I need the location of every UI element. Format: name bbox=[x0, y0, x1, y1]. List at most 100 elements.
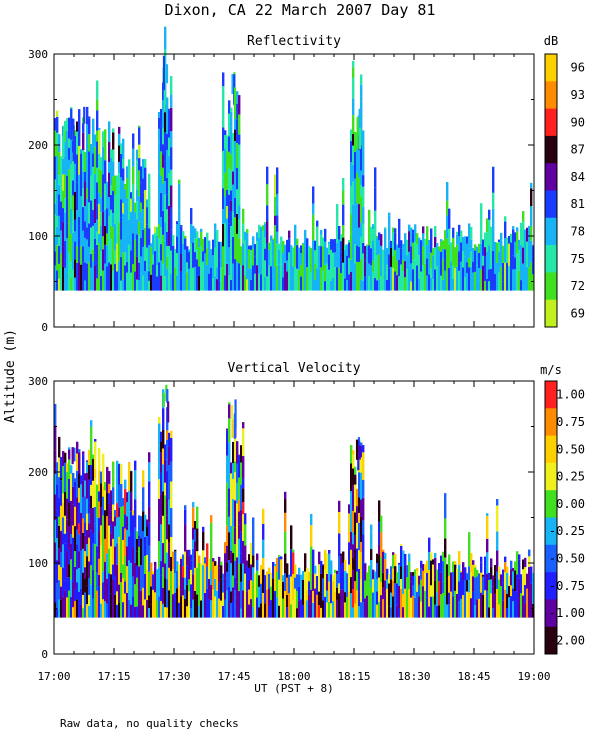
echo-cell-1-42 bbox=[138, 515, 141, 536]
echo-cell-0-29 bbox=[112, 190, 115, 214]
echo-cell-0-234 bbox=[522, 211, 525, 222]
echo-cell-1-101 bbox=[256, 570, 259, 598]
echo-cell-1-94 bbox=[242, 456, 245, 479]
echo-cell-1-150 bbox=[354, 484, 357, 513]
echo-cell-0-42 bbox=[138, 221, 141, 235]
echo-cell-1-95 bbox=[244, 573, 247, 593]
echo-cell-0-91 bbox=[236, 131, 239, 144]
colorbar-label-0-5: 81 bbox=[571, 197, 585, 211]
echo-cell-1-57 bbox=[168, 542, 171, 568]
echo-cell-0-108 bbox=[270, 240, 273, 267]
echo-cell-1-78 bbox=[210, 542, 213, 571]
echo-cell-1-10 bbox=[74, 506, 77, 527]
echo-cell-1-71 bbox=[196, 528, 199, 552]
echo-cell-1-209 bbox=[472, 591, 475, 618]
echo-cell-1-24 bbox=[102, 472, 105, 487]
echo-cell-0-89 bbox=[232, 225, 235, 237]
echo-cell-1-50 bbox=[154, 561, 157, 567]
echo-cell-1-189 bbox=[432, 587, 435, 597]
reflectivity-heatmap bbox=[54, 26, 535, 291]
echo-cell-0-219 bbox=[492, 166, 495, 168]
echo-cell-0-54 bbox=[162, 128, 165, 145]
echo-cell-0-76 bbox=[206, 248, 209, 266]
echo-cell-1-142 bbox=[338, 511, 341, 534]
echo-cell-0-214 bbox=[482, 265, 485, 291]
echo-cell-1-110 bbox=[274, 590, 277, 618]
echo-cell-0-144 bbox=[342, 262, 345, 291]
echo-cell-1-158 bbox=[370, 549, 373, 560]
echo-cell-1-9 bbox=[72, 525, 75, 538]
echo-cell-0-9 bbox=[72, 232, 75, 245]
echo-cell-0-91 bbox=[236, 119, 239, 132]
echo-cell-1-188 bbox=[430, 596, 433, 618]
echo-cell-0-43 bbox=[140, 211, 143, 238]
echo-cell-0-41 bbox=[136, 219, 139, 235]
echo-cell-1-87 bbox=[228, 560, 231, 587]
echo-cell-1-148 bbox=[350, 511, 353, 532]
echo-cell-1-100 bbox=[254, 590, 257, 618]
echo-cell-1-16 bbox=[86, 498, 89, 514]
echo-cell-1-177 bbox=[408, 561, 411, 590]
echo-cell-1-17 bbox=[88, 578, 91, 595]
echo-cell-0-79 bbox=[212, 239, 215, 256]
echo-cell-1-113 bbox=[280, 580, 283, 600]
echo-cell-1-81 bbox=[216, 564, 219, 591]
echo-cell-0-61 bbox=[176, 253, 179, 276]
echo-cell-1-53 bbox=[160, 472, 163, 495]
echo-cell-0-150 bbox=[354, 244, 357, 264]
echo-cell-1-143 bbox=[340, 589, 343, 618]
echo-cell-1-109 bbox=[272, 562, 275, 579]
echo-cell-0-16 bbox=[86, 177, 89, 189]
echo-cell-1-154 bbox=[362, 520, 365, 535]
echo-cell-1-3 bbox=[60, 505, 63, 531]
echo-cell-0-30 bbox=[114, 194, 117, 225]
echo-cell-1-167 bbox=[388, 574, 391, 584]
echo-cell-0-229 bbox=[512, 269, 515, 291]
echo-cell-0-86 bbox=[226, 237, 229, 264]
echo-cell-0-4 bbox=[62, 208, 65, 223]
echo-cell-1-16 bbox=[86, 556, 89, 586]
echo-cell-1-9 bbox=[72, 557, 75, 583]
echo-cell-1-55 bbox=[164, 495, 167, 521]
echo-cell-0-91 bbox=[236, 143, 239, 168]
echo-cell-1-42 bbox=[138, 546, 141, 567]
echo-cell-1-14 bbox=[82, 548, 85, 573]
echo-cell-1-74 bbox=[202, 531, 205, 551]
echo-cell-1-20 bbox=[94, 523, 97, 545]
echo-cell-0-14 bbox=[82, 132, 85, 151]
echo-cell-0-4 bbox=[62, 190, 65, 209]
echo-cell-1-109 bbox=[272, 601, 275, 618]
echo-cell-0-10 bbox=[74, 130, 77, 136]
echo-cell-0-65 bbox=[184, 273, 187, 291]
echo-streak-1-0-3 bbox=[71, 447, 74, 465]
echo-cell-0-120 bbox=[294, 266, 297, 291]
echo-cell-0-58 bbox=[170, 273, 173, 291]
echo-cell-0-151 bbox=[356, 172, 359, 183]
echo-cell-0-10 bbox=[74, 219, 77, 232]
echo-cell-0-42 bbox=[138, 127, 141, 145]
echo-cell-0-40 bbox=[134, 212, 137, 240]
echo-cell-1-4 bbox=[62, 451, 65, 466]
echo-cell-0-64 bbox=[182, 231, 185, 244]
echo-cell-1-26 bbox=[106, 516, 109, 542]
echo-cell-1-2 bbox=[58, 477, 61, 498]
echo-cell-1-133 bbox=[320, 560, 323, 574]
echo-cell-1-11 bbox=[76, 544, 79, 570]
echo-cell-0-219 bbox=[492, 279, 495, 291]
echo-cell-0-57 bbox=[168, 191, 171, 206]
echo-cell-1-179 bbox=[412, 575, 415, 586]
echo-cell-0-200 bbox=[454, 278, 457, 291]
echo-cell-0-20 bbox=[94, 222, 97, 239]
reflectivity-title: Reflectivity bbox=[247, 34, 341, 49]
echo-cell-0-182 bbox=[418, 255, 421, 279]
echo-cell-0-153 bbox=[360, 279, 363, 291]
echo-cell-1-16 bbox=[86, 460, 89, 462]
echo-cell-1-150 bbox=[354, 512, 357, 536]
echo-cell-1-68 bbox=[190, 554, 193, 561]
echo-cell-1-152 bbox=[358, 512, 361, 523]
echo-cell-0-178 bbox=[410, 246, 413, 264]
echo-cell-0-12 bbox=[78, 127, 81, 146]
echo-cell-0-164 bbox=[382, 249, 385, 266]
echo-cell-1-155 bbox=[364, 563, 367, 581]
echo-cell-0-120 bbox=[294, 224, 297, 246]
